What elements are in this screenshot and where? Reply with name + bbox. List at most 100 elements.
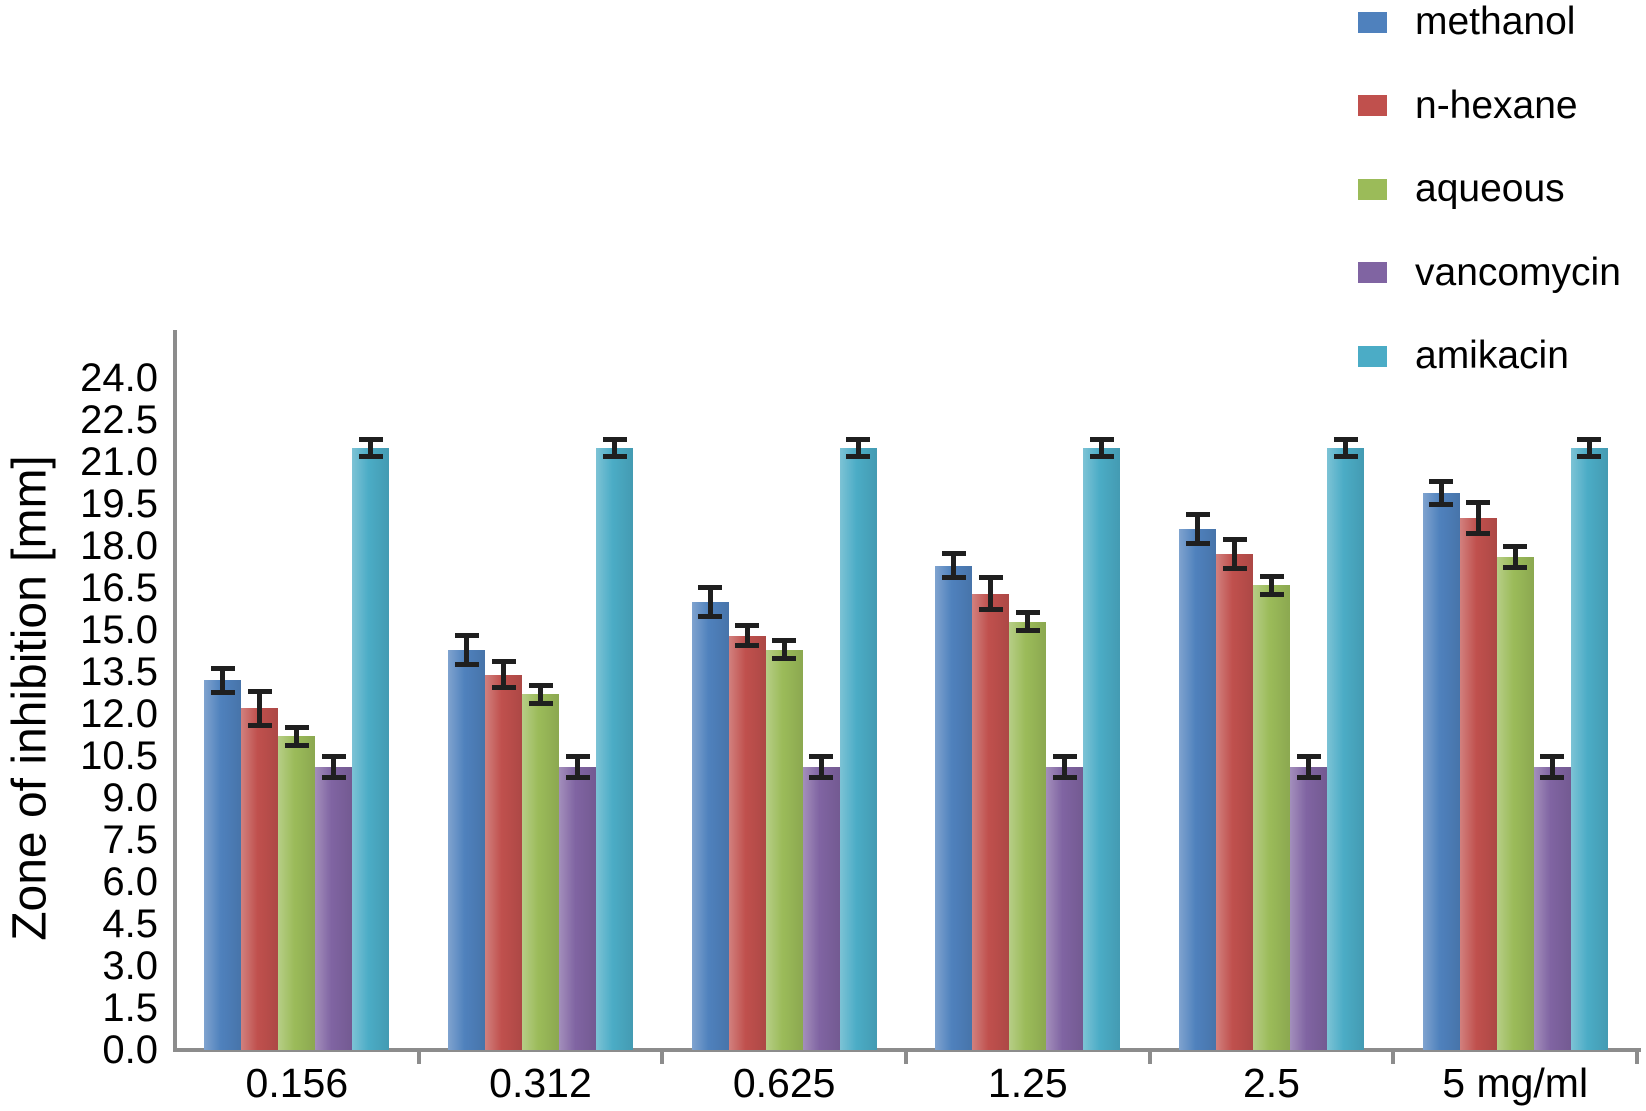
- error-bar-line: [1586, 439, 1592, 457]
- error-bar-cap-bottom: [1296, 775, 1321, 780]
- bar-vancomycin-5 mg/ml: [1533, 767, 1571, 1050]
- error-bar-line: [1025, 613, 1031, 630]
- legend-label: methanol: [1415, 0, 1576, 43]
- legend-swatch-amikacin: [1358, 345, 1387, 367]
- bar-methanol-5 mg/ml: [1422, 492, 1460, 1050]
- bar-amikacin-0.312: [596, 448, 633, 1050]
- bar-amikacin-1.25: [1083, 448, 1121, 1050]
- bar-aqueous-5 mg/ml: [1496, 557, 1534, 1050]
- error-bar-cap-top: [528, 683, 553, 688]
- error-bar-line: [220, 669, 226, 692]
- legend-swatch-vancomycin: [1358, 262, 1387, 283]
- error-bar-cap-top: [846, 436, 871, 442]
- x-tick-label: 5 mg/ml: [1442, 1060, 1589, 1106]
- y-tick-label: 21.0: [80, 440, 158, 484]
- error-bar-cap-top: [284, 725, 309, 730]
- error-bar-cap-bottom: [1466, 531, 1491, 537]
- x-tick-label: 2.5: [1242, 1060, 1300, 1106]
- x-tick-label: 0.625: [732, 1060, 836, 1106]
- x-tick-mark: [660, 1050, 665, 1064]
- legend-swatch-aqueous: [1358, 178, 1387, 200]
- error-bar-cap-bottom: [602, 454, 627, 460]
- y-tick-label: 13.5: [80, 650, 158, 694]
- y-tick-label: 9.0: [102, 776, 158, 820]
- error-bar-cap-bottom: [941, 574, 966, 580]
- error-bar-cap-top: [358, 436, 383, 442]
- error-bar-cap-top: [454, 632, 479, 638]
- legend-item-vancomycin: vancomycin: [1358, 251, 1621, 295]
- error-bar-cap-bottom: [1577, 454, 1602, 460]
- error-bar-line: [612, 439, 617, 457]
- error-bar-line: [331, 757, 337, 777]
- error-bar-cap-top: [210, 666, 235, 672]
- error-bar-line: [1269, 576, 1274, 594]
- error-bar-cap-bottom: [809, 775, 834, 780]
- bar-aqueous-1.25: [1009, 621, 1047, 1050]
- y-tick-label: 3.0: [102, 944, 158, 988]
- legend-item-amikacin: amikacin: [1358, 334, 1569, 378]
- error-bar-cap-bottom: [1540, 775, 1565, 780]
- error-bar-cap-bottom: [1089, 454, 1114, 460]
- legend-label: vancomycin: [1415, 250, 1621, 294]
- bar-vancomycin-0.625: [802, 767, 840, 1050]
- y-tick-label: 10.5: [80, 734, 158, 778]
- error-bar-line: [1062, 757, 1068, 777]
- bar-amikacin-0.156: [352, 448, 390, 1050]
- error-bar-line: [464, 635, 469, 664]
- error-bar-cap-top: [1296, 754, 1321, 760]
- y-tick-label: 24.0: [80, 356, 158, 400]
- bar-vancomycin-1.25: [1046, 767, 1084, 1050]
- error-bar-cap-bottom: [1015, 628, 1040, 633]
- error-bar-cap-bottom: [1503, 565, 1528, 570]
- legend-swatch-methanol: [1358, 11, 1387, 33]
- bar-amikacin-2.5: [1327, 448, 1364, 1050]
- y-tick-label: 6.0: [102, 860, 158, 904]
- y-axis-line: [173, 330, 177, 1052]
- bar-vancomycin-0.156: [315, 767, 353, 1050]
- bar-methanol-0.312: [448, 649, 485, 1050]
- error-bar-cap-top: [1540, 754, 1565, 760]
- bar-aqueous-2.5: [1253, 585, 1290, 1050]
- bar-n-hexane-2.5: [1216, 554, 1253, 1050]
- bar-aqueous-0.625: [765, 649, 803, 1050]
- x-tick-mark: [1635, 1050, 1639, 1064]
- error-bar-line: [707, 588, 713, 616]
- error-bar-line: [1195, 515, 1200, 544]
- x-tick-label: 0.156: [245, 1060, 349, 1106]
- error-bar-cap-bottom: [210, 689, 235, 695]
- error-bar-line: [818, 757, 824, 777]
- error-bar-line: [257, 691, 263, 726]
- error-bar-cap-top: [565, 754, 590, 760]
- legend-label: amikacin: [1415, 334, 1569, 377]
- error-bar-cap-bottom: [528, 700, 553, 706]
- error-bar-line: [1343, 439, 1348, 457]
- error-bar-cap-bottom: [846, 454, 871, 460]
- y-tick-label: 1.5: [102, 986, 158, 1030]
- error-bar-line: [1475, 502, 1481, 534]
- y-tick-label: 19.5: [80, 482, 158, 526]
- error-bar-line: [855, 439, 861, 457]
- error-bar-cap-bottom: [491, 685, 516, 691]
- error-bar-cap-top: [247, 688, 272, 694]
- y-tick-label: 18.0: [80, 524, 158, 568]
- error-bar-cap-top: [1429, 478, 1454, 484]
- bar-methanol-2.5: [1179, 529, 1216, 1050]
- error-bar-cap-bottom: [1185, 541, 1210, 547]
- error-bar-cap-top: [1185, 512, 1210, 518]
- bar-vancomycin-0.312: [559, 767, 596, 1050]
- x-tick-label: 1.25: [987, 1060, 1068, 1106]
- bar-n-hexane-5 mg/ml: [1459, 518, 1497, 1050]
- bar-aqueous-0.156: [278, 736, 316, 1050]
- error-bar-line: [501, 662, 506, 688]
- error-bar-cap-top: [735, 622, 760, 628]
- y-tick-label: 22.5: [80, 398, 158, 442]
- error-bar-cap-top: [1466, 499, 1491, 505]
- bar-n-hexane-0.625: [728, 635, 766, 1050]
- error-bar-cap-top: [772, 638, 797, 644]
- error-bar-cap-top: [1577, 436, 1602, 442]
- error-bar-cap-bottom: [284, 742, 309, 748]
- error-bar-cap-top: [1089, 436, 1114, 442]
- error-bar-cap-bottom: [772, 656, 797, 661]
- error-bar-cap-top: [1259, 573, 1284, 579]
